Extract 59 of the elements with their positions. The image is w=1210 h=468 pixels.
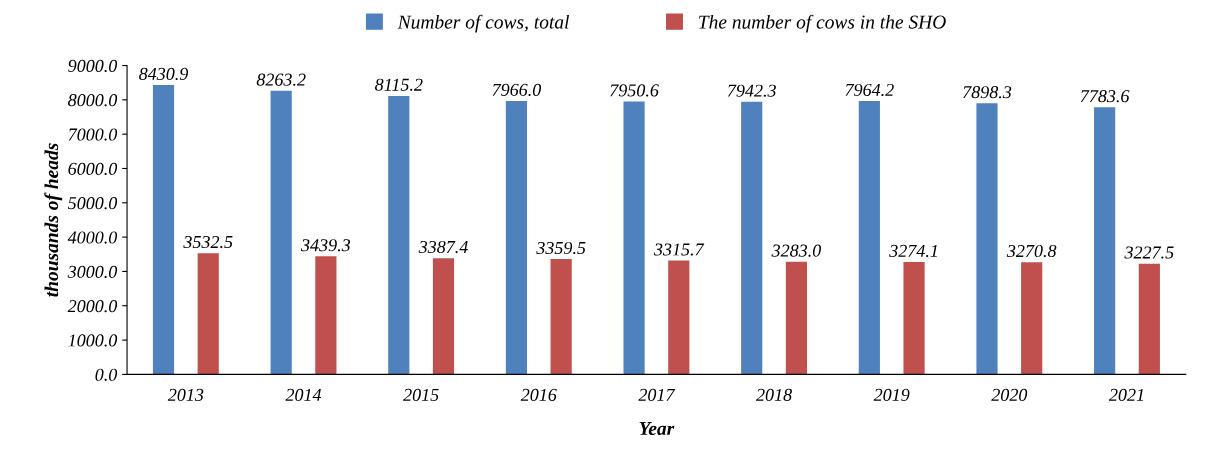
y-tick-label: 3000.0: [67, 265, 118, 278]
bar: [1021, 262, 1043, 375]
x-tick-label: 2015: [403, 388, 439, 401]
legend-label: Number of cows, total: [397, 14, 570, 33]
x-tick-label: 2018: [756, 388, 792, 401]
y-tick-label: 6000.0: [68, 162, 118, 175]
bar: [785, 261, 807, 375]
y-tick-label: 5000.0: [67, 197, 118, 210]
bar: [903, 262, 925, 375]
data-label: 7950.6: [610, 84, 659, 97]
x-tick-label: 2017: [638, 388, 676, 401]
legend-label: The number of cows in the SHO: [699, 14, 946, 33]
bar: [505, 101, 528, 375]
data-label: 3359.5: [536, 241, 586, 255]
data-label: 7966.0: [492, 83, 542, 97]
bar: [1138, 263, 1160, 375]
x-tick-label: 2014: [285, 388, 322, 401]
data-label: 8430.9: [139, 67, 189, 81]
x-tick-label: 2016: [520, 388, 557, 401]
x-axis-title: Year: [639, 422, 675, 436]
data-label: 3532.5: [183, 235, 233, 249]
x-tick-label: 2021: [1108, 388, 1144, 401]
y-tick-label: 8000.0: [68, 94, 118, 107]
data-label: 3270.8: [1006, 244, 1057, 258]
data-label: 3274.1: [889, 244, 937, 258]
y-tick-label: 2000.0: [67, 300, 118, 313]
bar: [197, 253, 219, 375]
y-axis-title: thousands of heads: [44, 143, 63, 297]
bar: [432, 258, 455, 375]
data-label: 7783.6: [1080, 90, 1130, 103]
y-tick-label: 0.0: [95, 368, 118, 381]
bar: [388, 95, 410, 375]
data-label: 7964.2: [845, 83, 894, 97]
bar: [623, 101, 645, 375]
y-tick-label: 7000.0: [68, 128, 118, 141]
bar: [741, 101, 763, 375]
data-label: 3315.7: [653, 243, 705, 256]
y-tick-label: 9000.0: [68, 59, 118, 73]
data-label: 8115.2: [375, 78, 423, 91]
data-label: 3439.3: [301, 239, 351, 252]
bar: [858, 101, 880, 375]
data-label: 8263.2: [256, 73, 306, 86]
bar: [976, 103, 998, 375]
bar: [1094, 107, 1116, 375]
bar: [152, 85, 175, 375]
data-label: 7942.3: [727, 84, 776, 97]
x-tick-label: 2013: [167, 388, 204, 401]
y-tick-label: 4000.0: [67, 231, 118, 244]
data-label: 3387.4: [418, 240, 468, 254]
data-label: 7898.3: [963, 86, 1012, 99]
x-tick-label: 2019: [873, 388, 910, 401]
y-tick-label: 1000.0: [68, 334, 118, 347]
bar: [550, 259, 572, 375]
bar: [668, 260, 690, 375]
bar: [270, 90, 292, 375]
data-label: 3227.5: [1124, 246, 1174, 259]
data-label: 3283.0: [771, 244, 822, 257]
x-tick-label: 2020: [991, 388, 1028, 401]
bar: [315, 256, 337, 375]
